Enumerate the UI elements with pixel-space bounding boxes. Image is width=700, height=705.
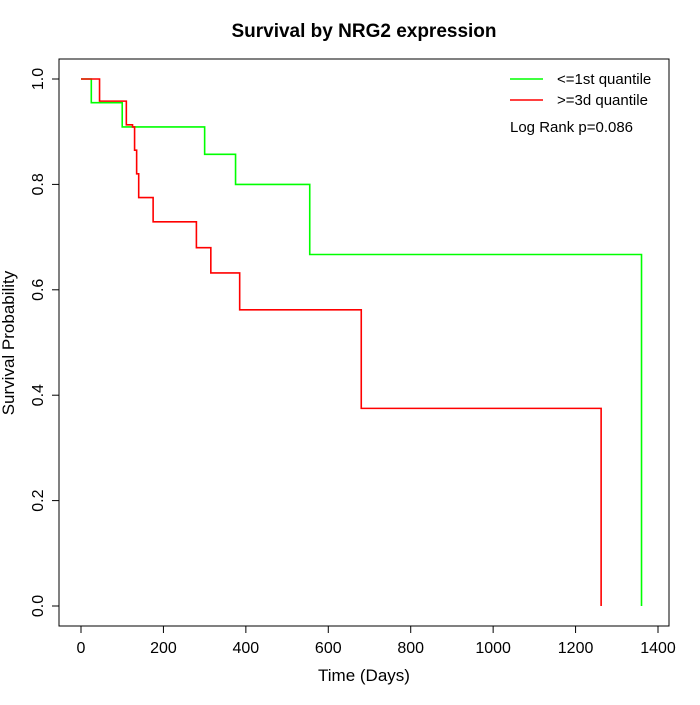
x-tick-label: 1200 bbox=[558, 640, 594, 657]
series-layer bbox=[81, 78, 643, 606]
x-tick-label: 1000 bbox=[475, 640, 511, 657]
x-tick-label: 200 bbox=[150, 640, 177, 657]
x-axis-label: Time (Days) bbox=[318, 666, 410, 685]
legend-label: <=1st quantile bbox=[557, 71, 651, 88]
x-tick-label: 0 bbox=[77, 640, 86, 657]
log-rank-annotation: Log Rank p=0.086 bbox=[510, 119, 633, 136]
y-tick-label: 0.2 bbox=[30, 489, 47, 511]
legend-label: >=3d quantile bbox=[557, 92, 648, 109]
axes-layer: 0 200 400 600 800 1000 1200 1400 0.0 0.2 0.4 0.6 0.8… bbox=[30, 68, 676, 657]
survival-curve-2 bbox=[81, 78, 602, 606]
y-tick-label: 0.0 bbox=[30, 595, 47, 617]
legend: <=1st quantile >=3d quantile bbox=[510, 71, 651, 109]
x-tick-label: 800 bbox=[397, 640, 424, 657]
x-tick-label: 600 bbox=[315, 640, 342, 657]
y-tick-label: 0.8 bbox=[30, 173, 47, 195]
y-tick-label: 0.4 bbox=[30, 384, 47, 406]
x-tick-label: 1400 bbox=[640, 640, 676, 657]
x-tick-label: 400 bbox=[233, 640, 260, 657]
survival-curve-1 bbox=[81, 78, 643, 606]
y-tick-label: 1.0 bbox=[30, 68, 47, 90]
y-axis-label: Survival Probability bbox=[0, 270, 18, 415]
chart-title: Survival by NRG2 expression bbox=[231, 21, 496, 42]
y-tick-label: 0.6 bbox=[30, 279, 47, 301]
